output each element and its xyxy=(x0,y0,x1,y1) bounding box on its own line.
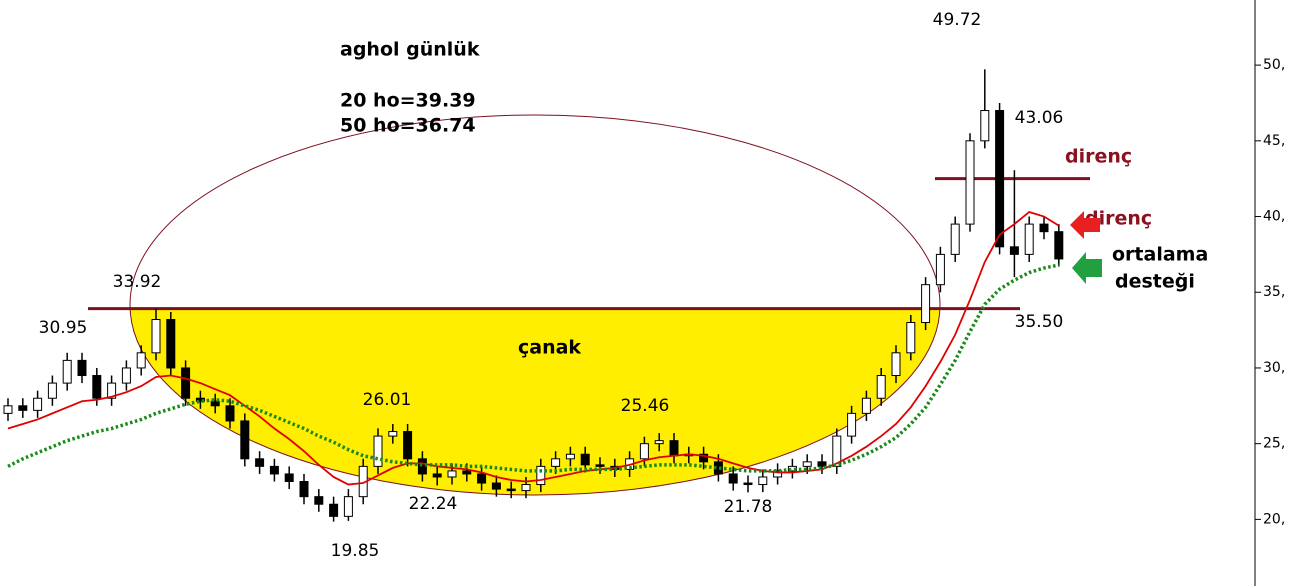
candle-body xyxy=(77,359,87,377)
candle-body xyxy=(1054,231,1064,260)
candle-body xyxy=(18,405,28,411)
candle-body xyxy=(403,431,413,460)
candle-body xyxy=(847,412,857,437)
candle-body xyxy=(284,473,294,483)
candle-body xyxy=(432,473,442,478)
annotation: direnç xyxy=(1085,208,1152,230)
annotation: direnç xyxy=(1065,146,1132,168)
annotation: çanak xyxy=(518,337,581,359)
candle-body xyxy=(891,352,901,377)
candle-body xyxy=(477,473,487,484)
arrow-red xyxy=(1070,211,1100,239)
annotation: 20 ho=39.39 xyxy=(340,90,476,112)
candle-body xyxy=(373,435,383,467)
price-label: 21.78 xyxy=(724,497,773,517)
y-tick-label: 30, xyxy=(1263,360,1285,376)
candle-body xyxy=(995,110,1005,248)
y-tick-label: 25, xyxy=(1263,436,1285,452)
candle-body xyxy=(329,503,339,517)
candle-body xyxy=(1024,223,1034,255)
candle-body xyxy=(965,140,975,225)
candle-body xyxy=(447,470,457,478)
candle-body xyxy=(654,440,664,445)
price-label: 43.06 xyxy=(1015,108,1064,128)
candle-body xyxy=(33,397,43,411)
candle-body xyxy=(536,465,546,486)
price-label: 30.95 xyxy=(39,318,88,338)
plot: 20, 25, 30, 35, 40, 45, 50, xyxy=(3,57,1285,527)
candle-body xyxy=(639,443,649,460)
candle-body xyxy=(491,482,501,490)
y-tick-label: 50, xyxy=(1263,57,1285,73)
candle-body xyxy=(743,482,753,486)
annotation: desteği xyxy=(1115,271,1195,293)
y-tick-label: 40, xyxy=(1263,209,1285,225)
candle-body xyxy=(121,367,131,384)
candle-body xyxy=(595,464,605,467)
candle-body xyxy=(758,476,768,486)
candle-body xyxy=(728,473,738,484)
candle-body xyxy=(299,481,309,498)
candle-body xyxy=(906,322,916,354)
candle-body xyxy=(876,375,886,399)
candle-body xyxy=(240,420,250,460)
price-label: 26.01 xyxy=(363,390,412,410)
candle-body xyxy=(314,496,324,505)
candle-body xyxy=(1039,223,1049,233)
price-label: 35.50 xyxy=(1015,312,1064,332)
moving-average xyxy=(7,210,1060,486)
candle-body xyxy=(1009,246,1019,255)
candle-body xyxy=(136,352,146,369)
candle-body xyxy=(832,435,842,467)
price-label: 22.24 xyxy=(409,494,458,514)
y-tick-label: 20, xyxy=(1263,511,1285,527)
candle-body xyxy=(166,318,176,369)
candle-body xyxy=(107,382,117,399)
candle-body xyxy=(506,488,516,492)
candle-body xyxy=(3,405,13,414)
candle-body xyxy=(225,405,235,422)
candle-body xyxy=(950,223,960,255)
candle-body xyxy=(62,359,72,384)
y-tick-label: 35, xyxy=(1263,284,1285,300)
candle-body xyxy=(181,367,191,399)
price-label: 49.72 xyxy=(933,10,982,30)
price-label: 33.92 xyxy=(113,272,162,292)
candle-body xyxy=(551,458,561,467)
candle-body xyxy=(699,453,709,463)
candle-body xyxy=(462,470,472,475)
candle-body xyxy=(521,484,531,492)
candle-body xyxy=(921,284,931,324)
candle-body xyxy=(92,375,102,399)
price-label: 25.46 xyxy=(621,396,670,416)
candle-body xyxy=(565,453,575,460)
candle-body xyxy=(861,397,871,414)
candle-body xyxy=(580,453,590,466)
arrow-green xyxy=(1072,252,1102,284)
candle-body xyxy=(210,400,220,407)
candle-body xyxy=(817,461,827,467)
candle-body xyxy=(47,382,57,399)
candle-body xyxy=(269,465,279,475)
price-label: 19.85 xyxy=(331,541,380,561)
annotation: 50 ho=36.74 xyxy=(340,115,476,137)
candle-body xyxy=(802,461,812,467)
y-tick-label: 45, xyxy=(1263,133,1285,149)
candle-body xyxy=(388,431,398,437)
moving-average xyxy=(7,263,1060,473)
candle-body xyxy=(773,470,783,478)
candle-body xyxy=(787,465,797,472)
candle-body xyxy=(255,458,265,467)
chart-title: aghol günlük xyxy=(340,39,480,61)
candle-body xyxy=(343,496,353,517)
candle-body xyxy=(669,440,679,457)
candle-body xyxy=(195,397,205,402)
candle-body xyxy=(935,253,945,286)
bowl-ellipse xyxy=(129,114,941,496)
annotation: ortalama xyxy=(1112,244,1208,266)
candle-body xyxy=(151,318,161,354)
candle-body xyxy=(980,110,990,142)
